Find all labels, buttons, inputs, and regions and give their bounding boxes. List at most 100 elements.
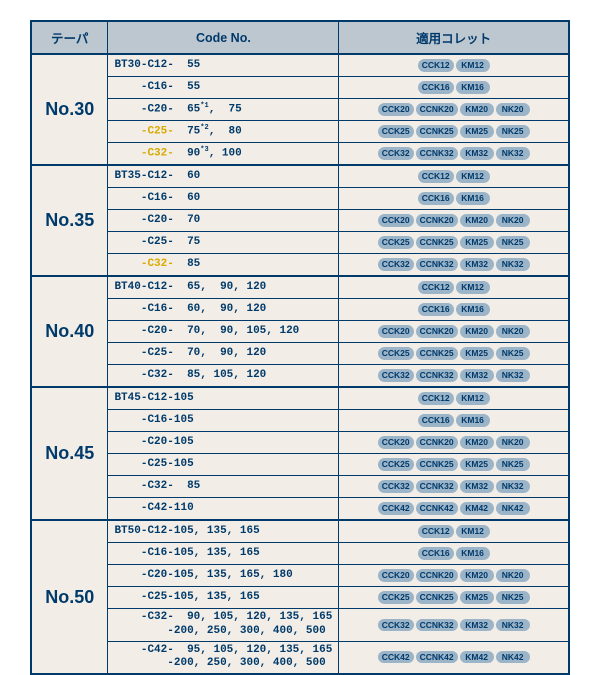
collet-pill: KM32 bbox=[460, 619, 494, 631]
collet-pill: NK32 bbox=[496, 480, 530, 492]
collet-cell: CCK32CCNK32KM32NK32 bbox=[339, 365, 569, 388]
collet-cell: CCK16KM16 bbox=[339, 543, 569, 565]
collet-pill: NK20 bbox=[496, 569, 530, 581]
table-row: -C16- 55CCK16KM16 bbox=[31, 77, 569, 99]
collet-table: テーパ Code No. 適用コレット No.30BT30-C12- 55CCK… bbox=[30, 20, 570, 675]
collet-pill: CCK20 bbox=[378, 214, 414, 226]
table-row: No.50BT50-C12-105, 135, 165CCK12KM12 bbox=[31, 520, 569, 543]
collet-cell: CCK25CCNK25KM25NK25 bbox=[339, 232, 569, 254]
code-cell: -C20-105, 135, 165, 180 bbox=[108, 565, 339, 587]
collet-pill: NK25 bbox=[496, 125, 530, 137]
collet-pill: CCK16 bbox=[418, 81, 454, 93]
collet-pill: NK32 bbox=[496, 369, 530, 381]
collet-pill: KM25 bbox=[460, 347, 494, 359]
collet-pill: KM25 bbox=[460, 591, 494, 603]
collet-pill: CCK25 bbox=[378, 458, 414, 470]
collet-pill: CCNK25 bbox=[416, 458, 458, 470]
collet-pill: CCNK32 bbox=[416, 258, 458, 270]
code-cell: BT35-C12- 60 bbox=[108, 165, 339, 188]
collet-pill: KM25 bbox=[460, 125, 494, 137]
collet-pill: KM42 bbox=[460, 502, 494, 514]
table-row: -C25- 75*2, 80CCK25CCNK25KM25NK25 bbox=[31, 121, 569, 143]
collet-pill: KM16 bbox=[456, 547, 490, 559]
collet-pill: CCK20 bbox=[378, 436, 414, 448]
collet-pill: NK32 bbox=[496, 619, 530, 631]
collet-pill: CCK12 bbox=[418, 281, 454, 293]
collet-pill: KM12 bbox=[456, 392, 490, 404]
code-cell: BT50-C12-105, 135, 165 bbox=[108, 520, 339, 543]
collet-pill: CCK42 bbox=[378, 502, 414, 514]
collet-pill: CCK32 bbox=[378, 258, 414, 270]
collet-pill: NK25 bbox=[496, 347, 530, 359]
collet-pill: KM20 bbox=[460, 214, 494, 226]
collet-pill: KM20 bbox=[460, 569, 494, 581]
collet-pill: CCK12 bbox=[418, 392, 454, 404]
collet-pill: CCK32 bbox=[378, 480, 414, 492]
collet-pill: CCK42 bbox=[378, 651, 414, 663]
code-cell: -C25-105 bbox=[108, 454, 339, 476]
collet-pill: NK25 bbox=[496, 236, 530, 248]
collet-pill: CCK16 bbox=[418, 303, 454, 315]
collet-pill: NK32 bbox=[496, 147, 530, 159]
collet-cell: CCK16KM16 bbox=[339, 77, 569, 99]
code-cell: -C16-105, 135, 165 bbox=[108, 543, 339, 565]
collet-pill: CCNK20 bbox=[416, 569, 458, 581]
collet-pill: CCK12 bbox=[418, 59, 454, 71]
table-row: No.35BT35-C12- 60CCK12KM12 bbox=[31, 165, 569, 188]
table-row: -C32- 85CCK32CCNK32KM32NK32 bbox=[31, 254, 569, 277]
code-cell: BT30-C12- 55 bbox=[108, 54, 339, 77]
collet-cell: CCK25CCNK25KM25NK25 bbox=[339, 454, 569, 476]
collet-cell: CCK12KM12 bbox=[339, 54, 569, 77]
collet-pill: CCK20 bbox=[378, 569, 414, 581]
collet-pill: KM25 bbox=[460, 236, 494, 248]
collet-pill: KM20 bbox=[460, 325, 494, 337]
collet-pill: NK42 bbox=[496, 502, 530, 514]
code-cell: -C42-110 bbox=[108, 498, 339, 521]
collet-pill: KM32 bbox=[460, 258, 494, 270]
collet-pill: CCNK20 bbox=[416, 436, 458, 448]
code-cell: BT40-C12- 65, 90, 120 bbox=[108, 276, 339, 299]
header-code: Code No. bbox=[108, 21, 339, 54]
collet-cell: CCK12KM12 bbox=[339, 520, 569, 543]
collet-pill: CCNK20 bbox=[416, 103, 458, 115]
collet-pill: CCNK32 bbox=[416, 369, 458, 381]
collet-pill: CCK32 bbox=[378, 147, 414, 159]
collet-pill: CCNK42 bbox=[416, 651, 458, 663]
taper-cell: No.50 bbox=[31, 520, 108, 674]
table-row: No.40BT40-C12- 65, 90, 120CCK12KM12 bbox=[31, 276, 569, 299]
table-row: -C16-105CCK16KM16 bbox=[31, 410, 569, 432]
collet-cell: CCK16KM16 bbox=[339, 188, 569, 210]
header-taper: テーパ bbox=[31, 21, 108, 54]
table-row: -C32- 90*3, 100CCK32CCNK32KM32NK32 bbox=[31, 143, 569, 166]
collet-pill: KM12 bbox=[456, 59, 490, 71]
collet-pill: KM32 bbox=[460, 369, 494, 381]
collet-pill: CCNK20 bbox=[416, 325, 458, 337]
table-row: -C20- 65*1, 75CCK20CCNK20KM20NK20 bbox=[31, 99, 569, 121]
collet-pill: KM16 bbox=[456, 414, 490, 426]
collet-pill: CCNK20 bbox=[416, 214, 458, 226]
collet-cell: CCK12KM12 bbox=[339, 387, 569, 410]
code-cell: -C25- 75*2, 80 bbox=[108, 121, 339, 143]
collet-pill: CCK16 bbox=[418, 414, 454, 426]
collet-pill: CCNK25 bbox=[416, 347, 458, 359]
collet-cell: CCK25CCNK25KM25NK25 bbox=[339, 343, 569, 365]
taper-cell: No.35 bbox=[31, 165, 108, 276]
table-row: -C20- 70, 90, 105, 120CCK20CCNK20KM20NK2… bbox=[31, 321, 569, 343]
table-row: -C25-105, 135, 165CCK25CCNK25KM25NK25 bbox=[31, 587, 569, 609]
collet-cell: CCK20CCNK20KM20NK20 bbox=[339, 565, 569, 587]
collet-pill: KM42 bbox=[460, 651, 494, 663]
table-row: -C20-105, 135, 165, 180CCK20CCNK20KM20NK… bbox=[31, 565, 569, 587]
code-cell: -C16- 60, 90, 120 bbox=[108, 299, 339, 321]
table-row: -C42-110CCK42CCNK42KM42NK42 bbox=[31, 498, 569, 521]
collet-cell: CCK12KM12 bbox=[339, 276, 569, 299]
collet-cell: CCK12KM12 bbox=[339, 165, 569, 188]
collet-pill: CCK25 bbox=[378, 236, 414, 248]
table-row: -C16-105, 135, 165CCK16KM16 bbox=[31, 543, 569, 565]
header-collet: 適用コレット bbox=[339, 21, 569, 54]
code-cell: -C32- 90, 105, 120, 135, 165 -200, 250, … bbox=[108, 609, 339, 642]
collet-pill: CCK20 bbox=[378, 325, 414, 337]
collet-pill: CCNK32 bbox=[416, 480, 458, 492]
table-row: -C16- 60, 90, 120CCK16KM16 bbox=[31, 299, 569, 321]
collet-pill: NK32 bbox=[496, 258, 530, 270]
collet-pill: KM32 bbox=[460, 480, 494, 492]
